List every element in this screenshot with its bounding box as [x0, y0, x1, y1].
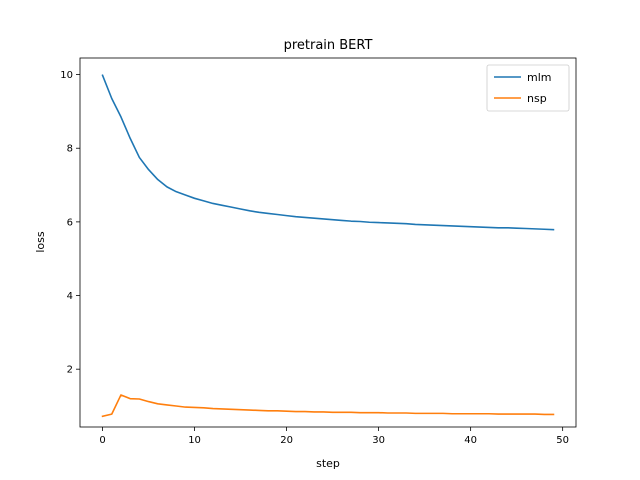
x-tick-label: 0 [99, 435, 105, 446]
series-layer [101, 74, 555, 418]
x-tick-label: 50 [556, 435, 569, 446]
y-axis-label: loss [34, 231, 47, 253]
legend: mlm nsp [486, 64, 570, 112]
x-axis-label: step [316, 457, 340, 470]
legend-label-mlm: mlm [527, 71, 552, 84]
plot-frame [79, 57, 577, 428]
x-axis: 0 10 20 30 40 50 [99, 427, 569, 446]
x-tick-label: 10 [188, 435, 201, 446]
x-tick-label: 40 [464, 435, 477, 446]
y-tick-label: 4 [67, 291, 73, 302]
y-axis: 2 4 6 8 10 [60, 70, 80, 376]
y-tick-label: 6 [67, 217, 73, 228]
x-tick-label: 20 [280, 435, 293, 446]
series-line-nsp [101, 394, 555, 418]
chart-title: pretrain BERT [284, 38, 373, 53]
plot-area [80, 58, 576, 427]
y-tick-label: 2 [67, 365, 73, 376]
series-line-mlm [101, 74, 555, 231]
y-tick-label: 10 [60, 70, 73, 81]
legend-label-nsp: nsp [527, 92, 547, 105]
y-tick-label: 8 [67, 144, 73, 155]
x-tick-label: 30 [372, 435, 385, 446]
